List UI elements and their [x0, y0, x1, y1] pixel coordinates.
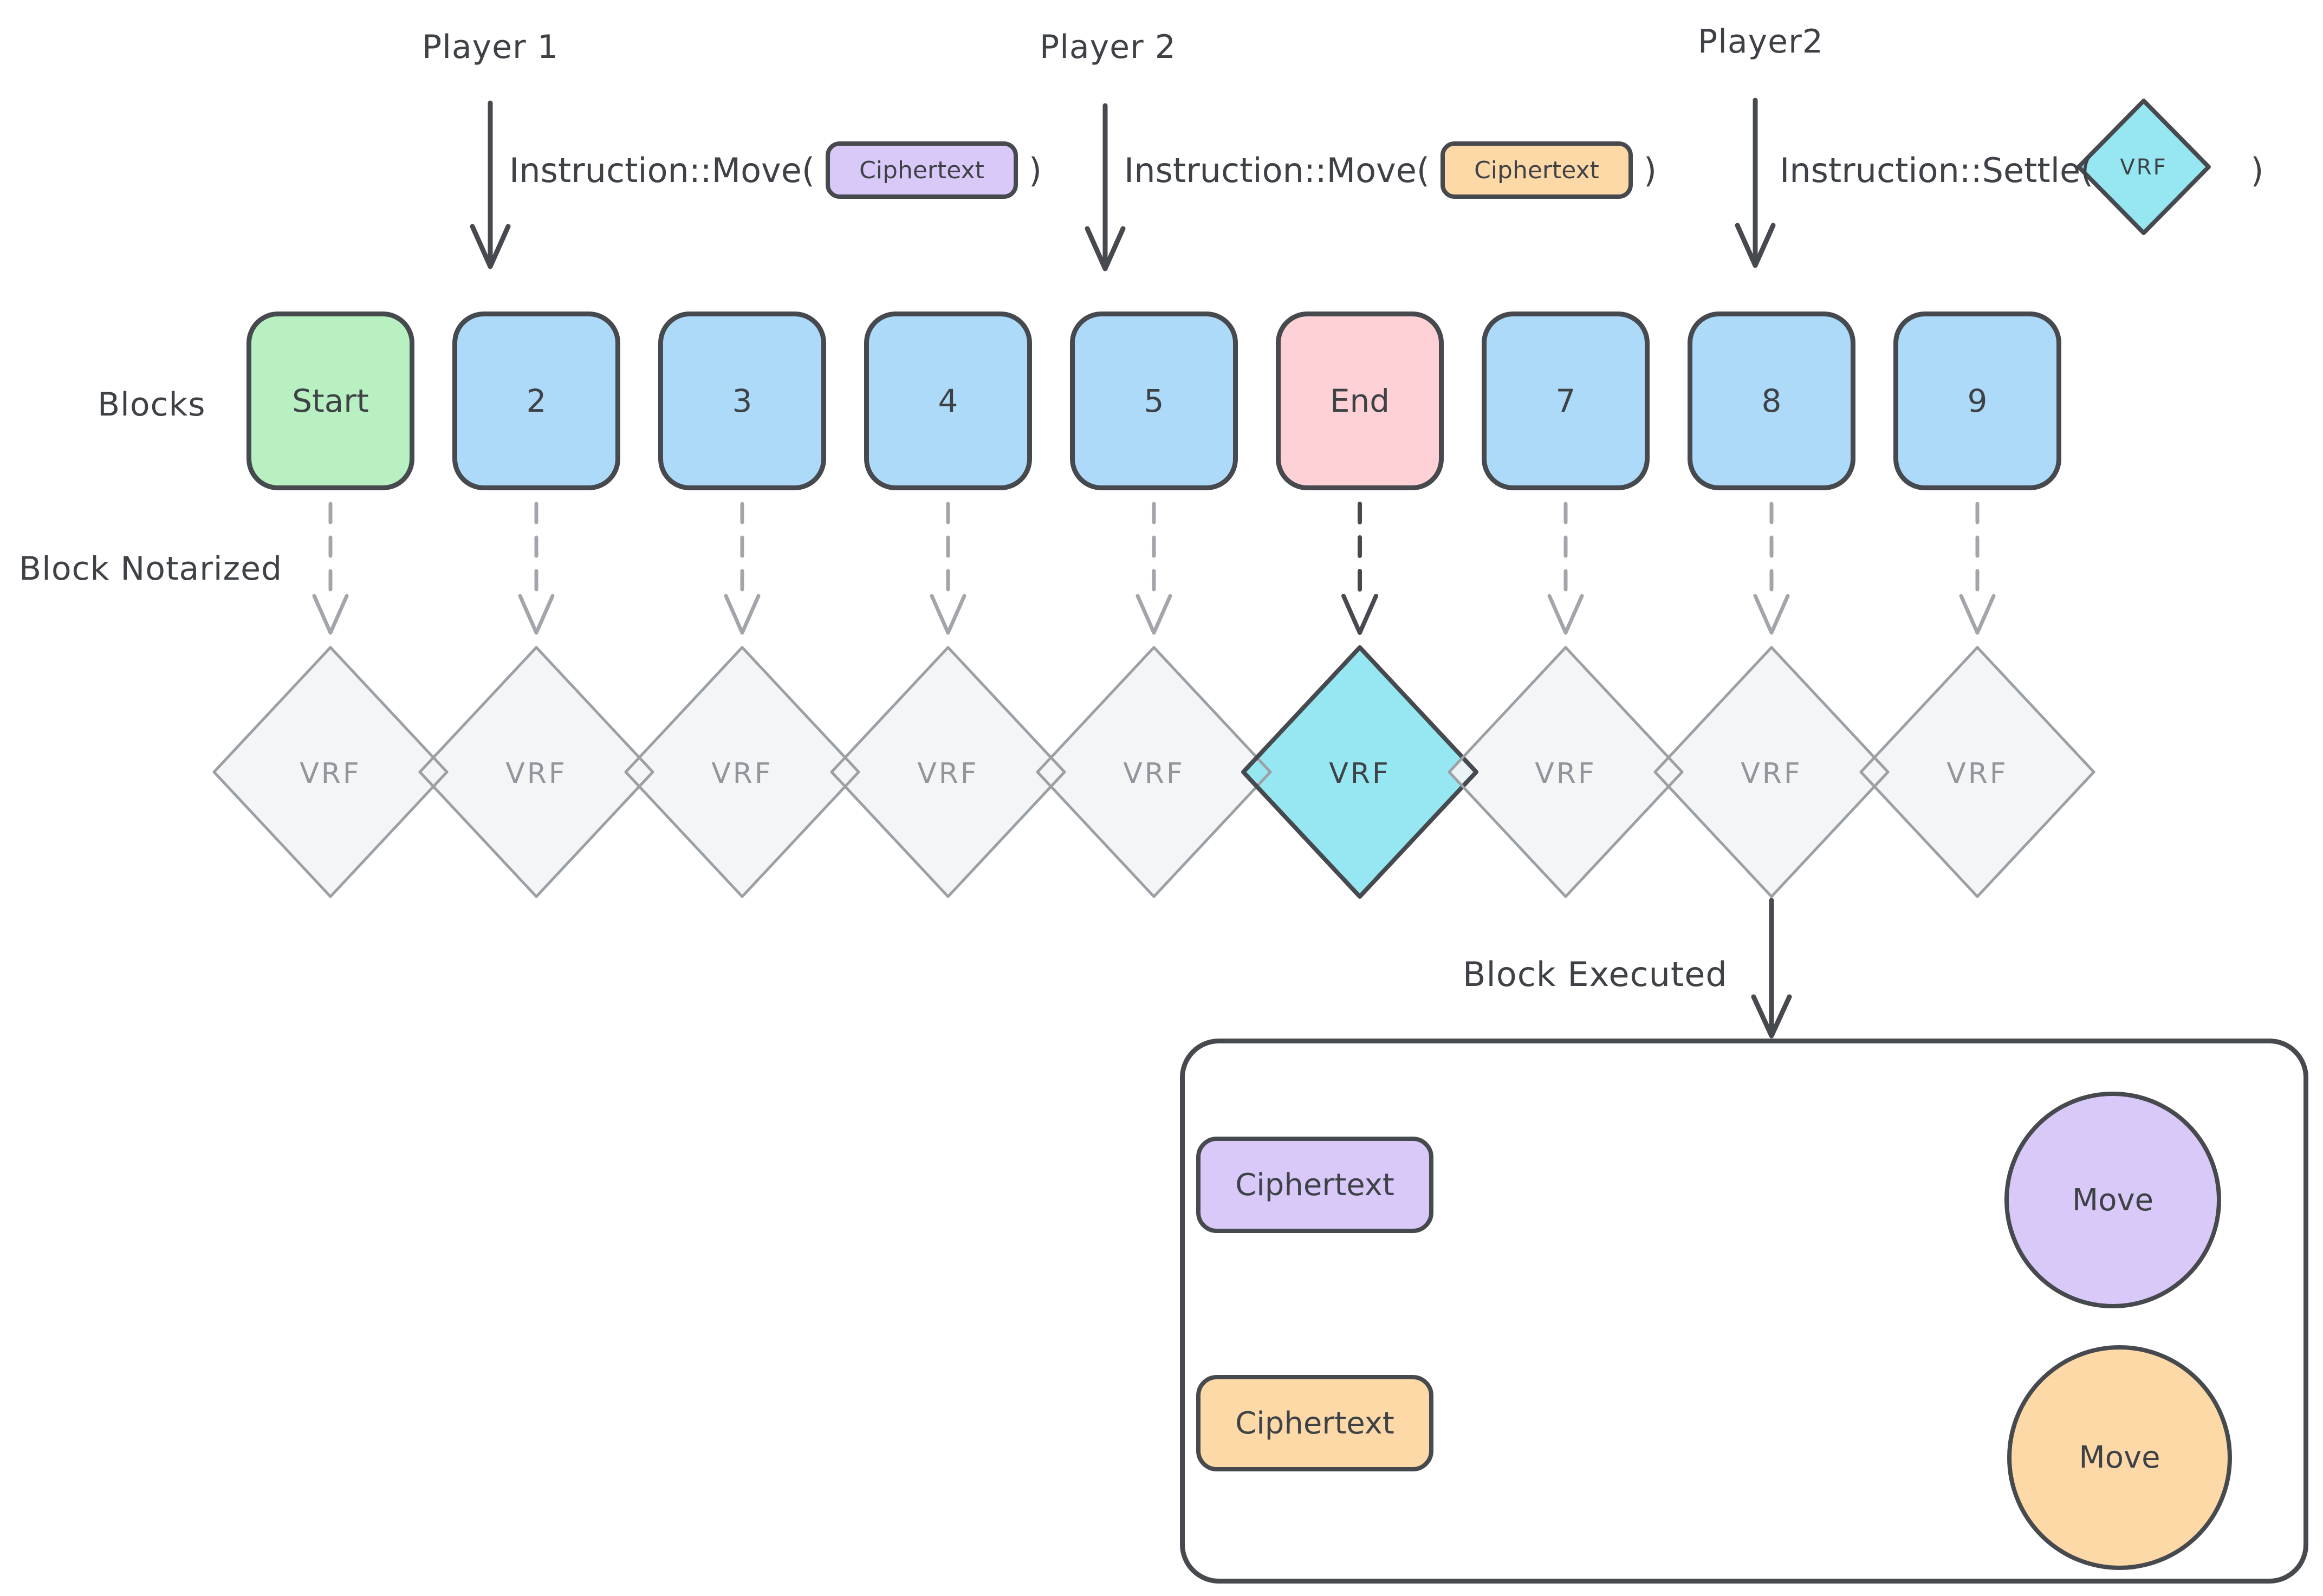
notarize-arrow-2: [518, 502, 555, 635]
instruction-move-1: Instruction::Move( Ciphertext ): [509, 134, 1042, 206]
instruction-move-1-suffix: ): [1028, 150, 1042, 190]
vrf-diamond-settled: [1241, 645, 1478, 899]
instruction-settle: Instruction::Settle( ): [1780, 134, 2264, 206]
vrf-diamond-7: [1448, 646, 1684, 898]
vrf-label-1: VRF: [300, 757, 361, 790]
blocks-row-label: Blocks: [98, 386, 206, 424]
vrf-label-settled: VRF: [1329, 757, 1391, 790]
vrf-diamond-3: [624, 646, 860, 898]
block-notarized-label: Block Notarized: [19, 550, 283, 588]
instruction-settle-suffix: ): [2250, 150, 2264, 190]
execution-output-move-1: Move: [2004, 1092, 2221, 1308]
vrf-diamond-2: [418, 646, 654, 898]
block-end: End: [1276, 312, 1444, 490]
notarize-arrow-7: [1547, 502, 1584, 635]
vrf-label-5: VRF: [1123, 757, 1185, 790]
block-executed-label: Block Executed: [1463, 955, 1728, 994]
vrf-label-3: VRF: [711, 757, 773, 790]
player1-label: Player 1: [422, 28, 559, 66]
instruction-move-2: Instruction::Move( Ciphertext ): [1124, 134, 1657, 206]
execution-output-move-2: Move: [2007, 1345, 2232, 1570]
vrf-label-8: VRF: [1741, 757, 1802, 790]
block-4: 4: [864, 312, 1032, 490]
vrf-diamond-row: VRF VRF VRF VRF VRF VRF VRF VRF VRF: [212, 645, 2095, 899]
player2-settle-arrow: [1735, 98, 1776, 268]
execution-input-ciphertext-2: Ciphertext: [1196, 1375, 1433, 1471]
block-5: 5: [1070, 312, 1238, 490]
execution-input-ciphertext-1: Ciphertext: [1196, 1137, 1433, 1233]
player2-label: Player 2: [1040, 28, 1176, 66]
vrf-diamond-1: [212, 646, 449, 898]
block-start: Start: [246, 312, 414, 490]
block-executed-arrow: [1751, 898, 1792, 1039]
notarize-arrow-1: [312, 502, 349, 635]
vrf-diamond-8: [1653, 646, 1890, 898]
block-9: 9: [1893, 312, 2061, 490]
block-2: 2: [452, 312, 620, 490]
vrf-label-9: VRF: [1946, 757, 2008, 790]
player2-settle-label: Player2: [1698, 23, 1824, 61]
instruction-settle-prefix: Instruction::Settle(: [1780, 150, 2094, 190]
notarize-arrow-3: [724, 502, 761, 635]
instruction-move-1-prefix: Instruction::Move(: [509, 150, 815, 190]
block-8: 8: [1688, 312, 1855, 490]
vrf-diamond-4: [830, 646, 1066, 898]
vrf-label-7: VRF: [1535, 757, 1597, 790]
ciphertext-badge-player1: Ciphertext: [826, 141, 1018, 199]
notarize-arrow-5: [1135, 502, 1172, 635]
notarize-arrow-4: [930, 502, 966, 635]
instruction-move-2-suffix: ): [1643, 150, 1657, 190]
instruction-move-2-prefix: Instruction::Move(: [1124, 150, 1430, 190]
vrf-diamond-9: [1859, 646, 2095, 898]
block-7: 7: [1482, 312, 1650, 490]
player2-submit-arrow: [1085, 103, 1126, 271]
vrf-label-4: VRF: [917, 757, 979, 790]
vrf-label-2: VRF: [505, 757, 567, 790]
ciphertext-badge-player2: Ciphertext: [1440, 141, 1633, 199]
notarize-arrow-9: [1959, 502, 1996, 635]
notarize-arrow-8: [1753, 502, 1790, 635]
vrf-diamond-5: [1036, 646, 1272, 898]
block-3: 3: [658, 312, 826, 490]
player1-submit-arrow: [470, 100, 511, 269]
notarize-arrow-end: [1341, 502, 1378, 635]
